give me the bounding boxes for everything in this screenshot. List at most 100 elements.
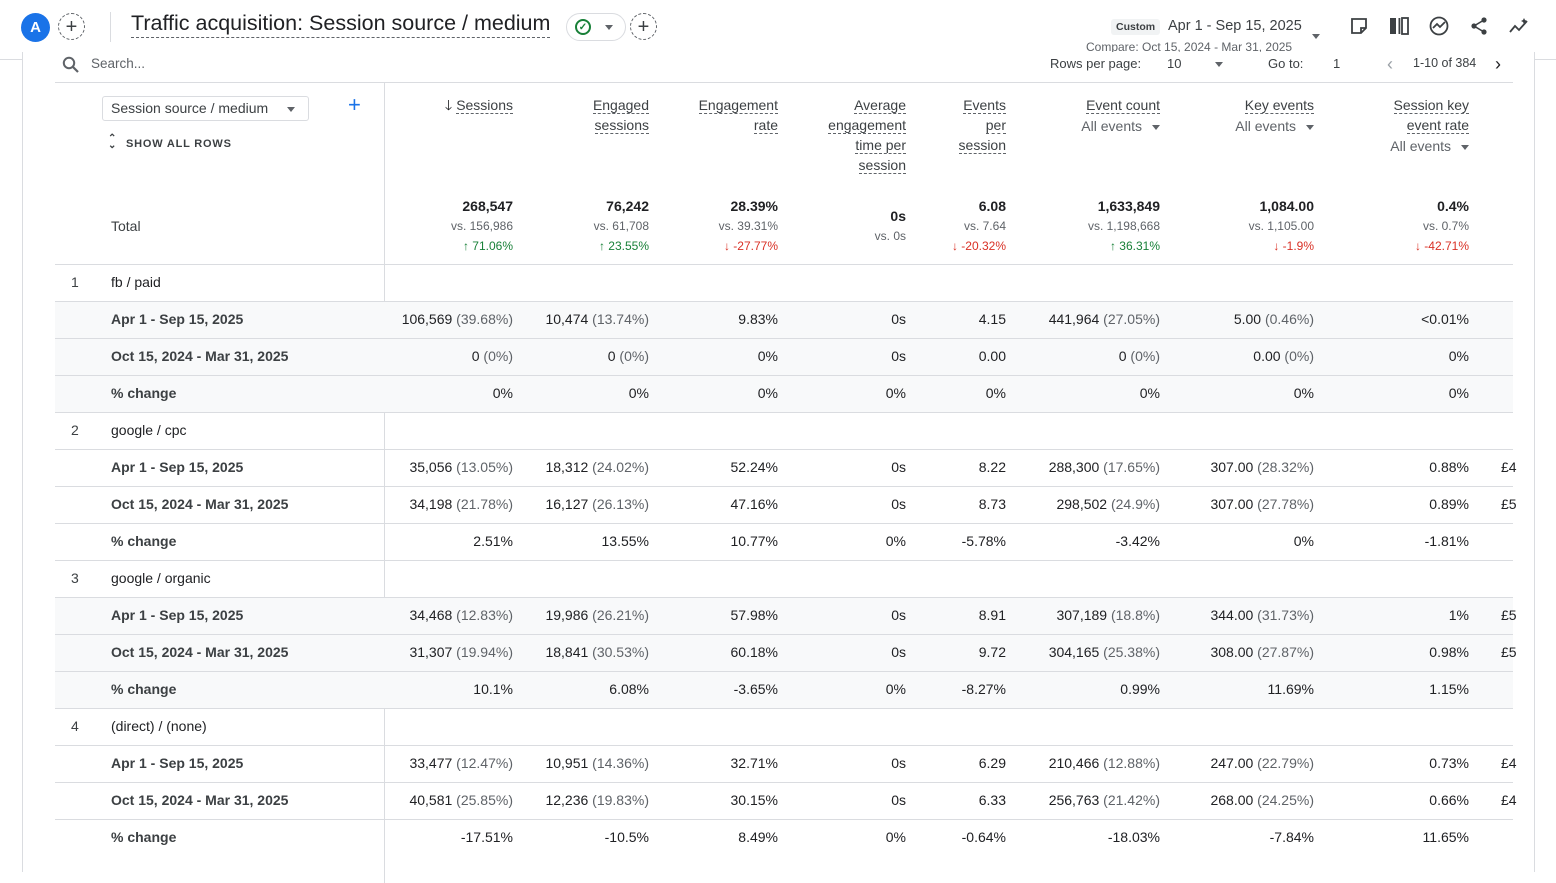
chevron-down-icon[interactable] (1215, 62, 1223, 67)
add-dimension-button[interactable]: + (348, 92, 361, 117)
table-row[interactable]: % change 10.1% 6.08% -3.65% 0% -8.27% 0.99% 11.… (55, 671, 1513, 708)
column-header[interactable]: 🡓 Sessions (445, 95, 513, 115)
cell-value: 0.98% (1429, 644, 1469, 660)
table-row[interactable]: Oct 15, 2024 - Mar 31, 2025 40,581 (25.85… (55, 782, 1517, 819)
report-status-dropdown[interactable]: ✓ (566, 13, 626, 41)
trend-sparkle-icon[interactable] (1507, 14, 1531, 38)
table-cell: 0% (1449, 348, 1469, 364)
row-dimension-value[interactable]: google / organic (111, 570, 211, 586)
table-row[interactable]: Apr 1 - Sep 15, 2025 33,477 (12.47%) 10,95… (55, 745, 1517, 782)
insights-icon[interactable] (1427, 14, 1451, 38)
table-cell: 8.73 (979, 496, 1006, 512)
cell-value: -5.78% (961, 533, 1006, 549)
cell-share: (39.68%) (452, 311, 513, 327)
total-change: ↓ -27.77% (723, 239, 778, 253)
add-comparison-button[interactable]: + (58, 13, 85, 40)
show-all-rows-button[interactable]: ⌃ ⌄ SHOW ALL ROWS (108, 134, 232, 151)
total-compare-value: vs. 0.7% (1422, 219, 1469, 233)
total-cell: 28.39% vs. 39.31% ↓ -27.77% (719, 196, 778, 256)
annotation-icon[interactable] (1347, 14, 1371, 38)
prev-page-button[interactable]: ‹ (1387, 54, 1393, 74)
add-comparison-button-2[interactable]: + (630, 13, 657, 40)
cell-value: 0% (1293, 385, 1314, 401)
metric-filter-dropdown[interactable]: All events (1081, 115, 1160, 137)
cell-value: 0.99% (1120, 681, 1160, 697)
table-row[interactable]: Apr 1 - Sep 15, 2025 34,468 (12.83%) 19,98… (55, 597, 1517, 634)
search-icon[interactable] (62, 56, 80, 79)
column-header[interactable]: Average engagement time per session (828, 95, 906, 175)
column-header-label: Engagement (698, 97, 778, 114)
chevron-down-icon (1306, 124, 1314, 130)
cell-value: 307.00 (1210, 496, 1254, 512)
table-row[interactable]: Oct 15, 2024 - Mar 31, 2025 0 (0%) 0 (0%) 0… (55, 338, 1513, 375)
rows-per-page-select[interactable]: 10 (1167, 56, 1182, 71)
column-header-label: sessions (594, 117, 649, 134)
table-row[interactable]: Apr 1 - Sep 15, 2025 35,056 (13.05%) 18,31… (55, 449, 1517, 486)
next-page-button[interactable]: › (1495, 54, 1501, 74)
table-row-group[interactable]: 3 google / organic (55, 560, 1513, 597)
cell-value: 47.16% (730, 496, 778, 512)
table-cell: 0% (886, 681, 906, 697)
table-cell: 8.22 (979, 459, 1006, 475)
table-cell: 0 (0%) (1119, 348, 1160, 364)
table-cell: 308.00 (27.87%) (1210, 644, 1314, 660)
cell-value: 256,763 (1048, 792, 1100, 808)
report-title[interactable]: Traffic acquisition: Session source / me… (131, 11, 551, 38)
metric-filter-dropdown[interactable]: All events (1235, 115, 1314, 137)
row-period-label: Apr 1 - Sep 15, 2025 (111, 311, 244, 327)
table-row[interactable]: % change 0% 0% 0% 0% 0% 0% 0% 0% (55, 375, 1513, 412)
compare-columns-icon[interactable] (1387, 14, 1411, 38)
table-row[interactable]: % change 2.51% 13.55% 10.77% 0% -5.78% -3.42% 0… (55, 523, 1513, 560)
table-cell: 47.16% (731, 496, 778, 512)
table-cell: 268.00 (24.25%) (1210, 792, 1314, 808)
cell-value: 11.69% (1267, 681, 1314, 697)
cell-value: 0% (885, 533, 906, 549)
table-cell: 60.18% (731, 644, 778, 660)
cell-value: 288,300 (1048, 459, 1100, 475)
search-input[interactable]: Search... (91, 56, 146, 71)
chevron-down-icon (287, 107, 295, 112)
chevron-down-icon (1152, 124, 1160, 130)
table-row[interactable]: % change -17.51% -10.5% 8.49% 0% -0.64% -18.03… (55, 819, 1513, 856)
table-cell: 0.73% (1429, 755, 1469, 771)
column-header[interactable]: Key events All events (1235, 95, 1314, 137)
account-avatar[interactable]: A (21, 13, 50, 42)
truncated-cell: £5 (1501, 607, 1517, 623)
table-cell: 57.98% (731, 607, 778, 623)
table-cell: 106,569 (39.68%) (402, 311, 513, 327)
cell-share: (13.05%) (452, 459, 513, 475)
cell-value: 0% (885, 385, 906, 401)
table-cell: 19,986 (26.21%) (545, 607, 649, 623)
table-row[interactable]: Oct 15, 2024 - Mar 31, 2025 31,307 (19.94… (55, 634, 1517, 671)
truncated-cell: £4 (1501, 459, 1517, 475)
column-header[interactable]: Events per session (958, 95, 1006, 155)
column-header[interactable]: Engaged sessions (592, 95, 649, 135)
total-change: ↑ 23.55% (598, 239, 649, 253)
goto-input[interactable]: 1 (1333, 56, 1341, 71)
table-cell: -7.84% (1270, 829, 1314, 845)
table-row-group[interactable]: 2 google / cpc (55, 412, 1513, 449)
row-dimension-value[interactable]: google / cpc (111, 422, 187, 438)
cell-share: (19.94%) (452, 644, 513, 660)
row-dimension-value[interactable]: fb / paid (111, 274, 161, 290)
table-cell: 307.00 (28.32%) (1210, 459, 1314, 475)
table-cell: 0% (629, 385, 649, 401)
row-dimension-value[interactable]: (direct) / (none) (111, 718, 207, 734)
share-icon[interactable] (1467, 14, 1491, 38)
cell-value: 441,964 (1048, 311, 1100, 327)
total-change: ↓ -1.9% (1273, 239, 1314, 253)
table-row[interactable]: Apr 1 - Sep 15, 2025 106,569 (39.68%) 10,4… (55, 301, 1513, 338)
date-range: Apr 1 - Sep 15, 2025 (1168, 18, 1302, 34)
column-header[interactable]: Event count All events (1081, 95, 1160, 137)
table-row[interactable]: Oct 15, 2024 - Mar 31, 2025 34,198 (21.78… (55, 486, 1517, 523)
table-cell: 18,841 (30.53%) (545, 644, 649, 660)
metric-filter-dropdown[interactable]: All events (1390, 135, 1469, 157)
cell-value: 8.73 (978, 496, 1006, 512)
cell-value: 1.15% (1429, 681, 1469, 697)
column-header[interactable]: Session key event rate All events (1390, 95, 1469, 157)
table-row-group[interactable]: 4 (direct) / (none) (55, 708, 1513, 745)
dimension-select[interactable]: Session source / medium (102, 96, 309, 121)
column-header[interactable]: Engagement rate (698, 95, 778, 135)
row-period-label: Oct 15, 2024 - Mar 31, 2025 (111, 348, 289, 364)
table-row-group[interactable]: 1 fb / paid (55, 264, 1513, 301)
